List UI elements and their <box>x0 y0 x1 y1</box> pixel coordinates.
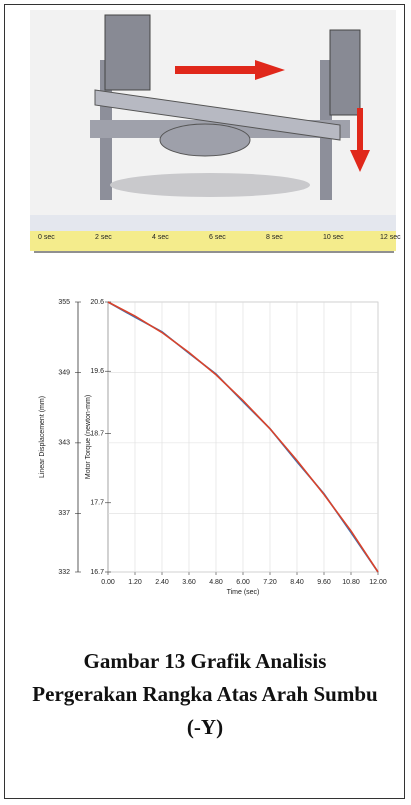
timeline-label: 10 sec <box>323 234 344 241</box>
figure-caption: Gambar 13 Grafik Analisis Pergerakan Ran… <box>30 645 380 744</box>
x-tick-label: 4.80 <box>209 579 223 586</box>
timeline-label: 4 sec <box>152 234 169 241</box>
y-tick-label: 355 <box>58 299 70 306</box>
y2-tick-label: 20.6 <box>90 299 104 306</box>
y-tick-label: 343 <box>58 440 70 447</box>
x-tick-label: 10.80 <box>342 579 360 586</box>
page: 0 sec 2 sec 4 sec 6 sec 8 sec 10 sec 12 sec 0.0… <box>0 0 411 805</box>
y2-axis-title: Motor Torque (newton-mm) <box>85 395 92 479</box>
y-tick-label: 349 <box>58 369 70 376</box>
x-tick-label: 0.00 <box>101 579 115 586</box>
x-tick-label: 8.40 <box>290 579 304 586</box>
x-tick-label: 2.40 <box>155 579 169 586</box>
y2-tick-label: 16.7 <box>90 569 104 576</box>
cad-image <box>30 10 396 252</box>
x-tick-label: 6.00 <box>236 579 250 586</box>
x-axis-title: Time (sec) <box>227 589 260 596</box>
y-tick-label: 337 <box>58 510 70 517</box>
timeline-label: 6 sec <box>209 234 226 241</box>
y2-tick-label: 17.7 <box>90 500 104 507</box>
timeline-label: 8 sec <box>266 234 283 241</box>
x-tick-label: 1.20 <box>128 579 142 586</box>
x-tick-label: 7.20 <box>263 579 277 586</box>
x-tick-label: 9.60 <box>317 579 331 586</box>
timeline-label: 2 sec <box>95 234 112 241</box>
y2-tick-label: 18.7 <box>90 430 104 437</box>
timeline-label: 12 sec <box>380 234 401 241</box>
x-tick-label: 3.60 <box>182 579 196 586</box>
y-tick-label: 332 <box>58 569 70 576</box>
timeline-label: 0 sec <box>38 234 55 241</box>
y2-tick-label: 19.6 <box>90 368 104 375</box>
x-tick-label: 12.00 <box>369 579 387 586</box>
y-axis-title: Linear Displacement (mm) <box>39 396 46 478</box>
